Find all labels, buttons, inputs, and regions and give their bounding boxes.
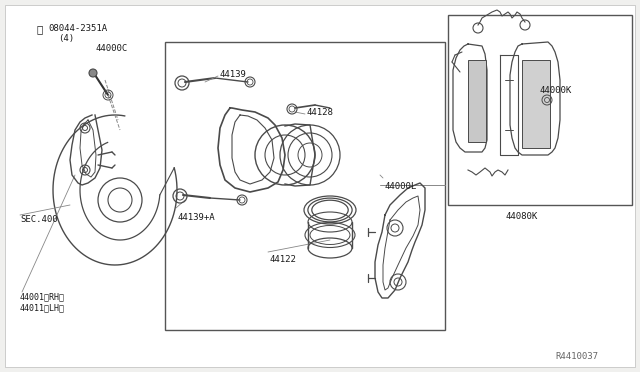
Text: Ⓑ: Ⓑ — [36, 24, 42, 34]
Text: 44000K: 44000K — [540, 86, 572, 95]
Text: 44000C: 44000C — [95, 44, 127, 53]
Text: 44011〈LH〉: 44011〈LH〉 — [20, 303, 65, 312]
Text: 44122: 44122 — [270, 255, 297, 264]
Bar — [468, 60, 486, 142]
Circle shape — [89, 69, 97, 77]
Bar — [522, 60, 550, 148]
Text: R4410037: R4410037 — [555, 352, 598, 361]
Text: (4): (4) — [58, 34, 74, 43]
Text: SEC.400: SEC.400 — [20, 215, 58, 224]
Text: 44139+A: 44139+A — [178, 213, 216, 222]
Bar — [165, 42, 445, 330]
Text: 08044-2351A: 08044-2351A — [48, 24, 107, 33]
Text: 44139: 44139 — [220, 70, 247, 79]
Text: 44128: 44128 — [307, 108, 334, 117]
Text: 44000L: 44000L — [385, 182, 417, 191]
Text: 44080K: 44080K — [506, 212, 538, 221]
Bar — [448, 15, 632, 205]
Text: 44001〈RH〉: 44001〈RH〉 — [20, 292, 65, 301]
